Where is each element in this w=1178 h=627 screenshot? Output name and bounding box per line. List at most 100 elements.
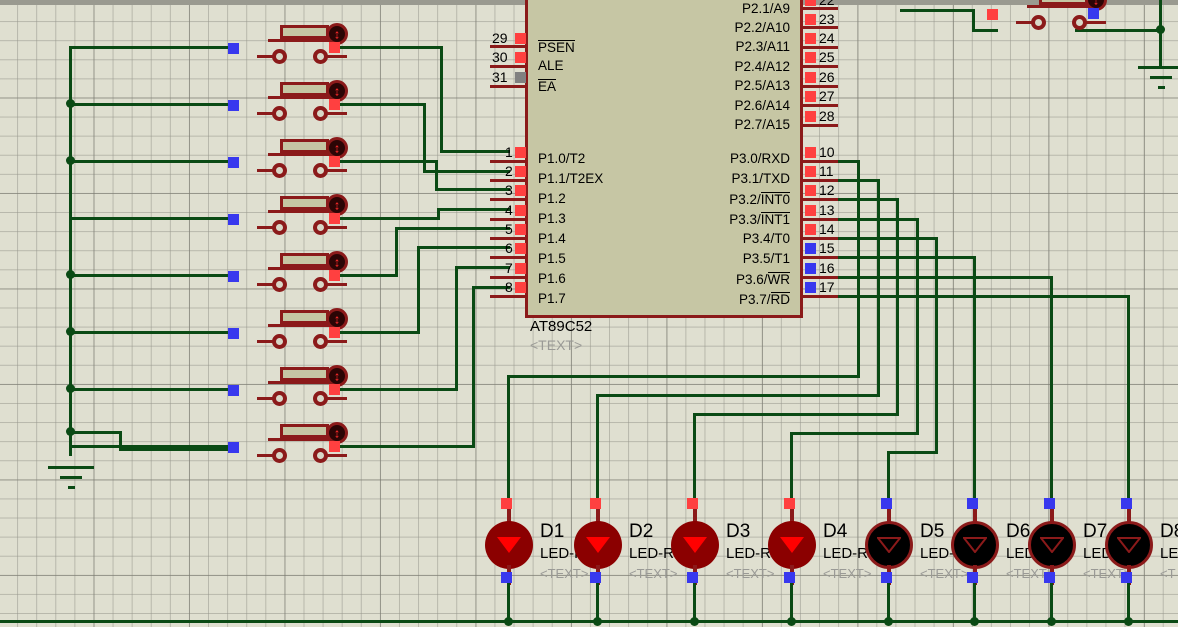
wire-p34-v[interactable] <box>935 237 938 452</box>
wire-sw2-left[interactable] <box>69 103 239 106</box>
wire-sw1-to-p10-h2[interactable] <box>440 150 510 153</box>
led-indicator[interactable] <box>481 505 537 585</box>
switch-terminal-right <box>313 334 328 349</box>
reset-pushbutton-switch[interactable]: ↕ <box>987 0 1118 34</box>
wire-led4-drop[interactable] <box>790 432 793 520</box>
wire-led6-drop[interactable] <box>973 256 976 520</box>
wire-p30-v[interactable] <box>857 160 860 378</box>
wire-p35-h[interactable] <box>838 256 976 259</box>
wire-sw2-to-p11-v[interactable] <box>423 103 426 173</box>
wire-sw6-to-p15-v[interactable] <box>417 246 420 334</box>
wire-sw7-to-p16-h1[interactable] <box>330 388 458 391</box>
wire-led5-drop[interactable] <box>887 451 890 520</box>
led-indicator[interactable] <box>947 505 1003 585</box>
wire-led7-drop[interactable] <box>1050 276 1053 520</box>
pushbutton-switch[interactable]: ↕ <box>228 79 359 125</box>
wire-sw4-to-p13-h2[interactable] <box>437 208 510 211</box>
wire-p33-h2[interactable] <box>790 432 919 435</box>
wire-sw5-left[interactable] <box>69 274 239 277</box>
wire-sw3-to-p12-v[interactable] <box>435 160 438 191</box>
wire-p32-h[interactable] <box>838 198 899 201</box>
wire-sw1-left[interactable] <box>69 46 239 49</box>
led-indicator[interactable] <box>667 505 723 585</box>
wire-sw1-to-p10-h1[interactable] <box>330 46 443 49</box>
wire-left-bus-vertical[interactable] <box>69 46 72 456</box>
wire-sw7-to-p16-h2[interactable] <box>455 266 510 269</box>
wire-sw2-to-p11-h1[interactable] <box>330 103 426 106</box>
wire-sw3-left[interactable] <box>69 160 239 163</box>
wire-sw4-to-p13-h1[interactable] <box>330 217 440 220</box>
wire-led3-to-rail[interactable] <box>693 583 696 622</box>
wire-sw3-to-p12-h1[interactable] <box>330 160 438 163</box>
pushbutton-switch[interactable]: ↕ <box>228 136 359 182</box>
wire-gnd-step-a[interactable] <box>69 431 122 434</box>
pin-square-6 <box>515 243 526 254</box>
wire-p31-v[interactable] <box>877 179 880 395</box>
wire-sw6-to-p15-h1[interactable] <box>330 331 420 334</box>
wire-led8-to-rail[interactable] <box>1127 583 1130 622</box>
led-indicator[interactable] <box>1024 505 1080 585</box>
wire-led2-to-rail[interactable] <box>596 583 599 622</box>
wire-reset-left-v[interactable] <box>972 9 975 32</box>
wire-led7-to-rail[interactable] <box>1050 583 1053 622</box>
wire-p30-h[interactable] <box>838 160 860 163</box>
wire-sw7-to-p16-v[interactable] <box>455 266 458 391</box>
wire-sw6-to-p15-h2[interactable] <box>417 246 510 249</box>
pushbutton-switch[interactable]: ↕ <box>228 250 359 296</box>
microcontroller-ic-body[interactable] <box>525 0 803 318</box>
switch-cap <box>280 25 329 39</box>
wire-led3-drop[interactable] <box>693 413 696 520</box>
wire-led1-drop[interactable] <box>507 375 510 520</box>
wire-p34-h[interactable] <box>838 237 938 240</box>
wire-p33-v[interactable] <box>916 218 919 433</box>
wire-sw8-left[interactable] <box>69 445 239 448</box>
wire-led4-to-rail[interactable] <box>790 583 793 622</box>
wire-led5-to-rail[interactable] <box>887 583 890 622</box>
wire-p30-h2[interactable] <box>507 375 860 378</box>
pushbutton-switch[interactable]: ↕ <box>228 421 359 467</box>
switch-actuator-button[interactable]: ↕ <box>326 422 348 444</box>
wire-p31-h2[interactable] <box>596 394 880 397</box>
wire-gnd-step-c[interactable] <box>119 448 235 451</box>
led-indicator[interactable] <box>1101 505 1157 585</box>
pushbutton-switch[interactable]: ↕ <box>228 364 359 410</box>
led-indicator[interactable] <box>570 505 626 585</box>
wire-sw2-to-p11-h2[interactable] <box>423 170 510 173</box>
pushbutton-switch[interactable]: ↕ <box>228 307 359 353</box>
wire-reset-left-h[interactable] <box>900 9 975 12</box>
wire-sw6-left[interactable] <box>69 331 239 334</box>
wire-p33-h[interactable] <box>838 218 919 221</box>
wire-led-common-rail[interactable] <box>0 620 1178 623</box>
wire-sw5-to-p14-v[interactable] <box>395 227 398 277</box>
wire-reset-right[interactable] <box>1075 29 1161 32</box>
wire-gnd-step-b[interactable] <box>119 431 122 451</box>
wire-led6-to-rail[interactable] <box>973 583 976 622</box>
pushbutton-switch[interactable]: ↕ <box>228 193 359 239</box>
wire-led2-drop[interactable] <box>596 394 599 520</box>
wire-sw8-to-p17-v[interactable] <box>472 286 475 448</box>
switch-pin-square-right <box>329 270 340 281</box>
pushbutton-switch[interactable]: ↕ <box>228 22 359 68</box>
wire-sw4-to-p13-v[interactable] <box>437 208 440 220</box>
wire-gnd-right-v[interactable] <box>1159 0 1162 68</box>
wire-sw1-to-p10-v[interactable] <box>440 46 443 153</box>
wire-sw5-to-p14-h1[interactable] <box>330 274 398 277</box>
wire-reset-left-h2[interactable] <box>972 29 998 32</box>
wire-sw8-to-p17-h2[interactable] <box>472 286 510 289</box>
wire-led1-to-rail[interactable] <box>507 583 510 622</box>
wire-sw3-to-p12-h2[interactable] <box>435 188 510 191</box>
led-indicator[interactable] <box>764 505 820 585</box>
wire-p36-h[interactable] <box>838 276 1053 279</box>
wire-led8-drop[interactable] <box>1127 295 1130 520</box>
wire-p31-h[interactable] <box>838 179 880 182</box>
wire-sw5-to-p14-h2[interactable] <box>395 227 510 230</box>
wire-p34-h2[interactable] <box>887 451 938 454</box>
wire-p32-v[interactable] <box>896 198 899 414</box>
wire-p37-h[interactable] <box>838 295 1130 298</box>
wire-sw4-left[interactable] <box>69 217 239 220</box>
wire-sw8-to-p17-h1[interactable] <box>330 445 475 448</box>
led-indicator[interactable] <box>861 505 917 585</box>
wire-p32-h2[interactable] <box>693 413 899 416</box>
wire-sw7-left[interactable] <box>69 388 239 391</box>
